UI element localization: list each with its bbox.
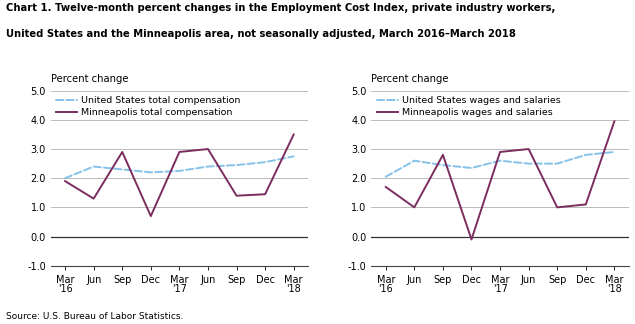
United States wages and salaries (467, 166, 475, 170)
Minneapolis wages and salaries (554, 205, 561, 209)
Text: United States and the Minneapolis area, not seasonally adjusted, March 2016–Marc: United States and the Minneapolis area, … (6, 29, 516, 39)
United States wages and salaries (382, 175, 390, 179)
Line: United States total compensation: United States total compensation (65, 156, 293, 178)
United States wages and salaries (439, 163, 447, 167)
Minneapolis wages and salaries (525, 147, 532, 151)
Text: Percent change: Percent change (51, 74, 128, 84)
United States total compensation (232, 163, 240, 167)
Minneapolis total compensation (175, 150, 183, 154)
Minneapolis wages and salaries (611, 120, 618, 123)
Legend: United States total compensation, Minneapolis total compensation: United States total compensation, Minnea… (53, 93, 244, 121)
United States wages and salaries (411, 159, 418, 163)
Minneapolis total compensation (232, 194, 240, 198)
United States total compensation (147, 170, 155, 174)
United States total compensation (118, 168, 126, 171)
Minneapolis wages and salaries (467, 237, 475, 241)
Minneapolis total compensation (147, 214, 155, 218)
Minneapolis wages and salaries (382, 185, 390, 189)
United States wages and salaries (611, 150, 618, 154)
Minneapolis wages and salaries (497, 150, 504, 154)
Line: Minneapolis wages and salaries: Minneapolis wages and salaries (386, 122, 615, 239)
United States total compensation (175, 169, 183, 173)
Legend: United States wages and salaries, Minneapolis wages and salaries: United States wages and salaries, Minnea… (373, 93, 565, 121)
United States total compensation (61, 176, 69, 180)
Minneapolis total compensation (61, 179, 69, 183)
United States total compensation (90, 165, 98, 168)
Minneapolis total compensation (90, 197, 98, 201)
Text: Source: U.S. Bureau of Labor Statistics.: Source: U.S. Bureau of Labor Statistics. (6, 312, 184, 321)
Minneapolis total compensation (118, 150, 126, 154)
United States total compensation (204, 165, 212, 168)
Text: Percent change: Percent change (371, 74, 449, 84)
United States wages and salaries (497, 159, 504, 163)
United States wages and salaries (525, 162, 532, 166)
Minneapolis total compensation (290, 133, 297, 136)
Minneapolis total compensation (204, 147, 212, 151)
Line: United States wages and salaries: United States wages and salaries (386, 152, 615, 177)
United States total compensation (262, 160, 269, 164)
Minneapolis wages and salaries (411, 205, 418, 209)
Text: Chart 1. Twelve-month percent changes in the Employment Cost Index, private indu: Chart 1. Twelve-month percent changes in… (6, 3, 556, 13)
Line: Minneapolis total compensation: Minneapolis total compensation (65, 134, 293, 216)
United States wages and salaries (554, 162, 561, 166)
United States total compensation (290, 154, 297, 158)
Minneapolis wages and salaries (439, 153, 447, 157)
Minneapolis wages and salaries (582, 202, 590, 206)
United States wages and salaries (582, 153, 590, 157)
Minneapolis total compensation (262, 192, 269, 196)
